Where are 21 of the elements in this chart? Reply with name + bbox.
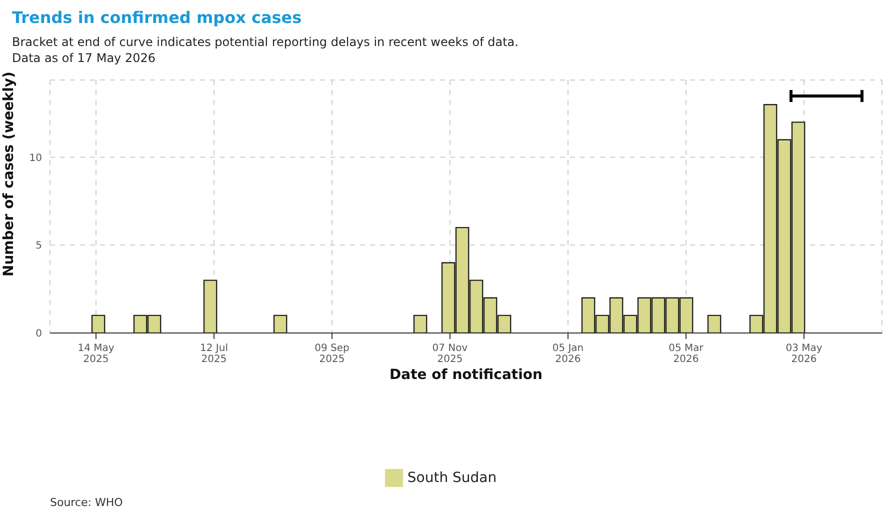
y-axis-title: Number of cases (weekly)	[0, 72, 17, 276]
x-tick-label: 09 Sep 2025	[314, 343, 350, 365]
bar	[203, 280, 218, 333]
source-note: Source: WHO	[50, 496, 123, 509]
bar	[273, 314, 288, 333]
y-tick-label: 0	[36, 328, 42, 340]
bar	[707, 314, 722, 333]
bar	[91, 314, 106, 333]
bar	[413, 314, 428, 333]
legend-label: South Sudan	[407, 470, 497, 486]
x-axis-title: Date of notification	[390, 367, 542, 383]
chart-subtitle: Bracket at end of curve indicates potential reporting delays in recent weeks of data. Data as of 17 May 2026	[12, 34, 518, 66]
x-tick-label: 07 Nov 2025	[432, 343, 468, 365]
x-tick-label: 14 May 2025	[78, 343, 114, 365]
y-tick-label: 5	[36, 240, 42, 252]
y-tick-label: 10	[29, 152, 42, 164]
x-tick-label: 05 Jan 2026	[552, 343, 584, 365]
chart-title: Trends in confirmed mpox cases	[12, 8, 302, 27]
x-tick-label: 12 Jul 2025	[200, 343, 228, 365]
x-tick-label: 05 Mar 2026	[668, 343, 704, 365]
x-tick-label: 03 May 2026	[786, 343, 822, 365]
